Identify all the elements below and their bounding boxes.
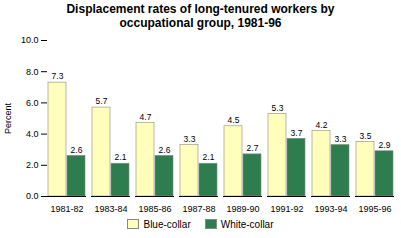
svg-text:2.9: 2.9 (379, 140, 391, 150)
svg-text:2.6: 2.6 (159, 145, 171, 155)
svg-text:3.3: 3.3 (184, 134, 196, 144)
svg-text:2.7: 2.7 (247, 143, 259, 153)
svg-text:1983-84: 1983-84 (94, 204, 127, 214)
html-text:Displacement rates of long-ten: Displacement rates of long-tenured worke… (66, 2, 335, 30)
svg-text:6.0: 6.0 (26, 98, 39, 108)
svg-text:1987-88: 1987-88 (182, 204, 215, 214)
svg-text:4.7: 4.7 (140, 112, 152, 122)
svg-text:4.5: 4.5 (228, 115, 240, 125)
svg-text:5.7: 5.7 (96, 96, 108, 106)
svg-text:2.0: 2.0 (26, 160, 39, 170)
html-text:White-collar: White-collar (220, 218, 274, 230)
svg-text:1989-90: 1989-90 (226, 204, 259, 214)
svg-text:1985-86: 1985-86 (138, 204, 171, 214)
svg-text:1991-92: 1991-92 (270, 204, 303, 214)
svg-text:4.0: 4.0 (26, 129, 39, 139)
svg-text:3.7: 3.7 (291, 128, 303, 138)
svg-text:Percent: Percent (3, 102, 13, 134)
svg-text:3.3: 3.3 (335, 134, 347, 144)
svg-text:2.6: 2.6 (71, 145, 83, 155)
html-text:Blue-collar: Blue-collar (143, 218, 191, 230)
svg-text:1981-82: 1981-82 (50, 204, 83, 214)
svg-text:4.2: 4.2 (316, 120, 328, 130)
svg-text:3.5: 3.5 (360, 131, 372, 141)
svg-text:5.3: 5.3 (272, 103, 284, 113)
svg-text:0.0: 0.0 (26, 191, 39, 201)
svg-text:10.0: 10.0 (21, 35, 39, 45)
svg-text:7.3: 7.3 (52, 71, 64, 81)
svg-text:2.1: 2.1 (115, 152, 127, 162)
svg-text:1995-96: 1995-96 (358, 204, 391, 214)
svg-text:1993-94: 1993-94 (314, 204, 347, 214)
svg-text:2.1: 2.1 (203, 152, 215, 162)
svg-text:8.0: 8.0 (26, 67, 39, 77)
